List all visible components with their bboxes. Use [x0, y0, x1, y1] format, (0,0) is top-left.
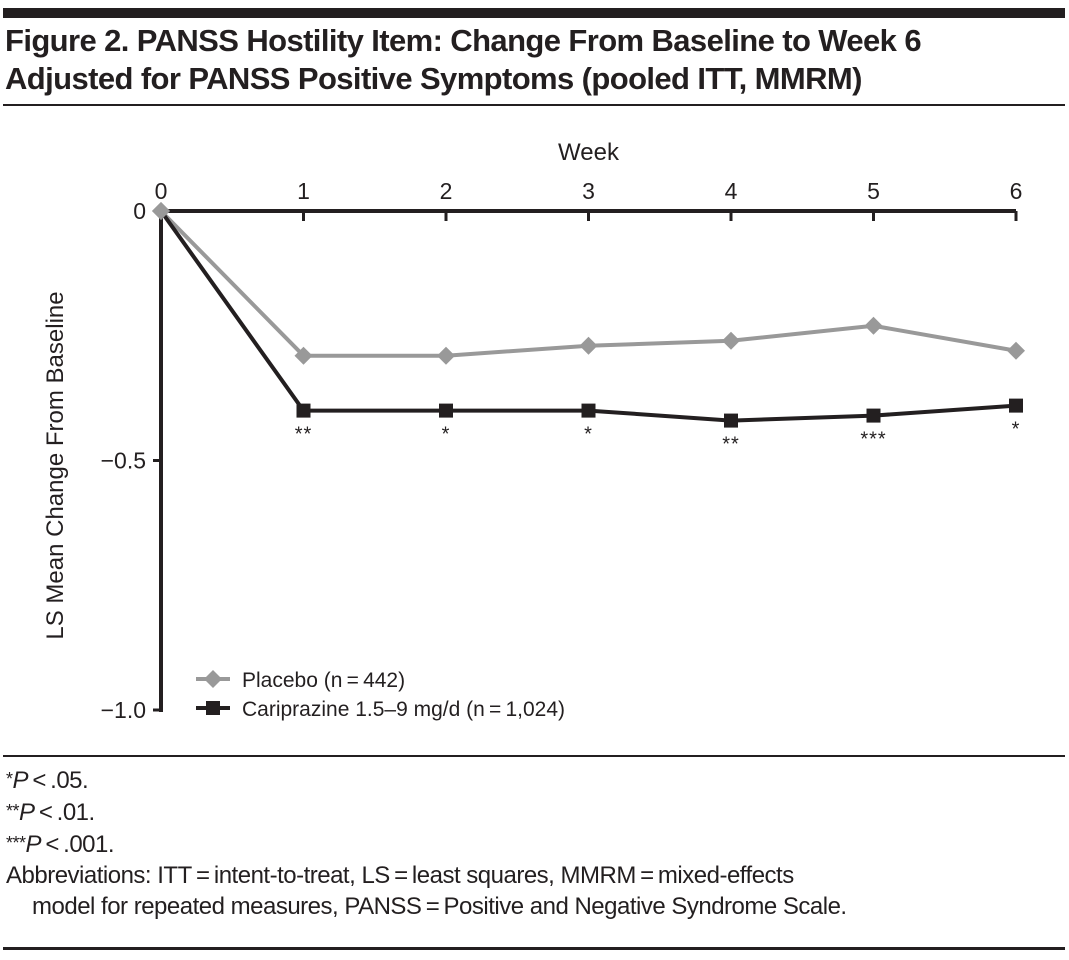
x-tick-label: 0 — [155, 178, 168, 204]
footnote-p01: **P < .01. — [6, 796, 1066, 828]
significance-label: ** — [722, 434, 740, 456]
data-point-square — [296, 403, 311, 418]
figure-title: Figure 2. PANSS Hostility Item: Change F… — [5, 22, 1065, 98]
x-tick-label: 6 — [1010, 178, 1023, 204]
line-chart: 0 1 2 3 4 5 6 Week 0 −0.5 −1.0 LS Mean Change From … — [42, 139, 1025, 723]
data-point-diamond — [1007, 341, 1025, 360]
legend-marker-square — [206, 701, 220, 715]
data-point-diamond — [864, 316, 883, 335]
footnote-rule-bottom — [3, 947, 1065, 950]
significance-label: ** — [295, 424, 313, 446]
figure-title-line-1: Figure 2. PANSS Hostility Item: Change F… — [5, 23, 922, 58]
x-axis-label: Week — [558, 139, 620, 166]
footnote-threshold: < .01. — [34, 799, 95, 826]
x-tick-label: 4 — [725, 178, 738, 204]
title-rule — [3, 104, 1065, 106]
series-layer: ** * * ** *** * — [152, 202, 1025, 456]
y-tick-label: −1.0 — [101, 697, 146, 723]
footnote-stars: *** — [6, 833, 26, 853]
series-line — [159, 209, 1017, 358]
top-rule — [3, 8, 1065, 18]
footnote-abbreviations-line-2: model for repeated measures, PANSS = Pos… — [32, 893, 847, 920]
data-point-square — [581, 403, 596, 418]
data-point-diamond — [722, 331, 740, 350]
significance-label: * — [584, 424, 593, 446]
x-tick-label: 2 — [440, 178, 453, 204]
x-tick-label: 5 — [867, 178, 880, 204]
x-tick-label: 1 — [297, 178, 310, 204]
footnote-p05: *P < .05. — [6, 764, 1066, 796]
y-tick-label: 0 — [133, 198, 146, 224]
series-placebo — [152, 202, 1025, 365]
axes: 0 1 2 3 4 5 6 Week 0 −0.5 −1.0 LS Mean Change From … — [42, 139, 1022, 723]
footnote-p: P — [19, 799, 35, 826]
data-point-square — [724, 413, 738, 428]
legend-label: Cariprazine 1.5–9 mg/d (n = 1,024) — [242, 698, 565, 721]
y-axis-label: LS Mean Change From Baseline — [42, 291, 69, 639]
footnotes: *P < .05. **P < .01. ***P < .001. Abbrev… — [6, 764, 1066, 922]
data-point-diamond — [579, 336, 598, 355]
series-cariprazine: ** * * ** *** * — [159, 209, 1023, 456]
significance-label: * — [442, 424, 451, 446]
legend-marker-diamond — [204, 670, 222, 688]
footnote-abbreviations-line-1: Abbreviations: ITT = intent-to-treat, LS… — [6, 862, 794, 889]
footnote-p: P — [12, 767, 29, 794]
footnote-threshold: < .001. — [41, 831, 115, 858]
legend-item-cariprazine: Cariprazine 1.5–9 mg/d (n = 1,024) — [196, 698, 565, 721]
data-point-diamond — [294, 346, 313, 365]
legend-label: Placebo (n = 442) — [242, 669, 405, 692]
data-point-square — [866, 408, 881, 423]
footnote-p: P — [25, 831, 42, 858]
significance-label: *** — [860, 429, 886, 451]
legend-item-placebo: Placebo (n = 442) — [196, 669, 405, 692]
x-tick-label: 3 — [582, 178, 595, 204]
footnote-p001: ***P < .001. — [6, 828, 1066, 860]
footnote-rule-top — [3, 755, 1065, 757]
data-point-square — [439, 403, 453, 418]
data-point-diamond — [437, 346, 455, 365]
y-tick-label: −0.5 — [101, 448, 146, 474]
data-point-square — [1009, 398, 1023, 413]
series-line — [159, 209, 1017, 423]
footnote-stars: * — [6, 769, 13, 789]
footnote-threshold: < .05. — [28, 767, 89, 794]
figure-title-line-2: Adjusted for PANSS Positive Symptoms (po… — [5, 61, 862, 96]
significance-label: * — [1012, 419, 1021, 441]
baseline-marker-diamond — [152, 202, 170, 220]
legend: Placebo (n = 442) Cariprazine 1.5–9 mg/d … — [196, 669, 565, 721]
footnote-stars: ** — [6, 801, 20, 821]
